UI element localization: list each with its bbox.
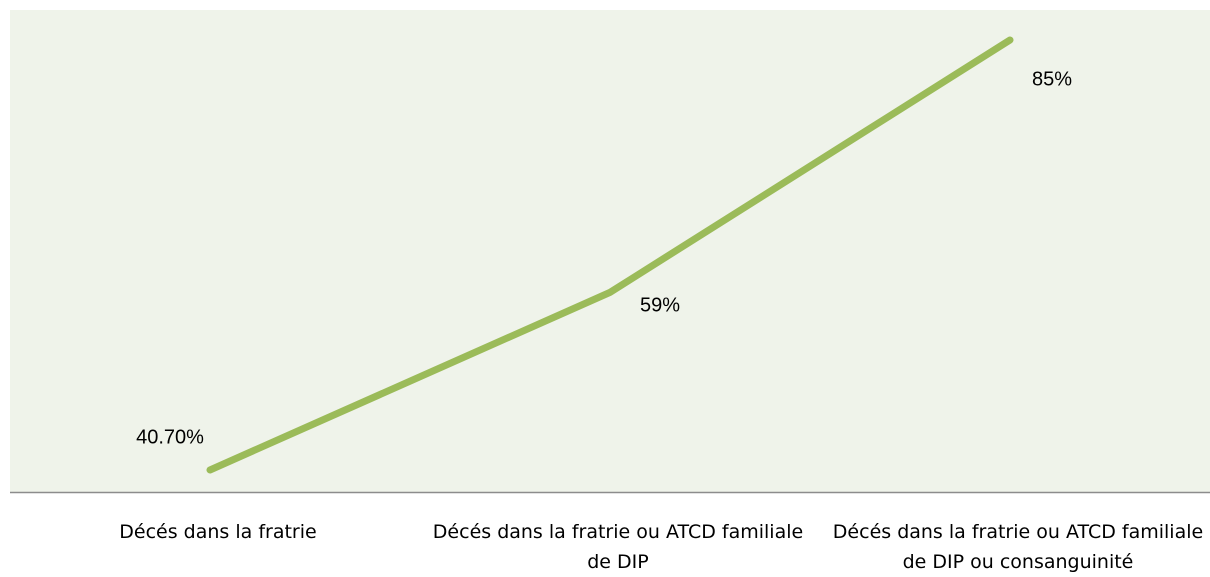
data-label: 59% [640, 295, 680, 317]
line-series [206, 36, 1014, 474]
x-tick-label: Décés dans la fratrie [119, 521, 317, 543]
x-tick-label: Décés dans la fratrie ou ATCD familiale … [832, 521, 1204, 573]
plot-background [10, 10, 1210, 492]
data-label: 40.70% [136, 426, 204, 448]
data-label: 85% [1032, 68, 1072, 90]
x-tick-label: Décés dans la fratrie ou ATCD familiale … [432, 521, 804, 573]
